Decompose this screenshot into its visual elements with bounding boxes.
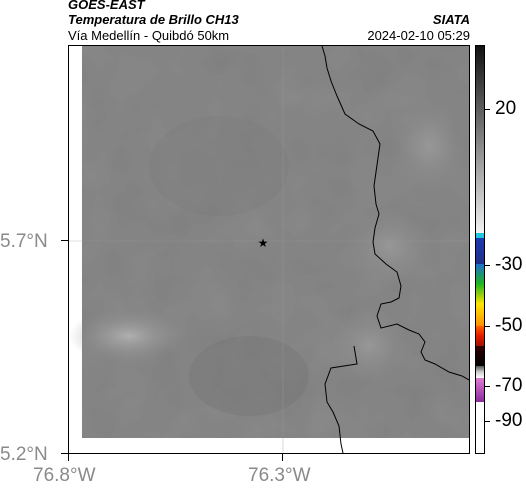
lat-label: 5.2°N	[0, 444, 48, 465]
lon-label: 76.3°W	[248, 465, 311, 486]
brightness-temperature-field: ★	[69, 46, 469, 453]
colorbar-label: -70	[495, 375, 523, 396]
colorbar-tick	[484, 109, 490, 110]
product-title: Temperatura de Brillo CH13	[68, 12, 239, 27]
lat-tick-mark	[61, 453, 68, 454]
colorbar-tick	[484, 386, 490, 387]
lat-label: 5.7°N	[0, 231, 48, 252]
colorbar-tick	[484, 265, 490, 266]
institution-label: SIATA	[432, 12, 470, 27]
timestamp-label: 2024-02-10 05:29	[367, 28, 470, 43]
lon-tick-mark	[282, 454, 283, 461]
colorbar	[475, 45, 485, 454]
colorbar-tick	[484, 326, 490, 327]
lat-tick-mark	[61, 240, 68, 241]
satellite-title: GOES-EAST	[68, 0, 145, 12]
colorbar-label: -50	[495, 315, 523, 336]
star-marker: ★	[258, 236, 269, 250]
colorbar-tick	[484, 421, 490, 422]
map-panel: ★	[68, 45, 470, 454]
region-subtitle: Vía Medellín - Quibdó 50km	[68, 28, 230, 43]
colorbar-label: -90	[495, 410, 523, 431]
lon-label: 76.8°W	[33, 465, 96, 486]
boundary-line	[321, 46, 469, 453]
colorbar-label: 20	[495, 98, 517, 119]
colorbar-label: -30	[495, 254, 523, 275]
lon-tick-mark	[68, 454, 69, 461]
